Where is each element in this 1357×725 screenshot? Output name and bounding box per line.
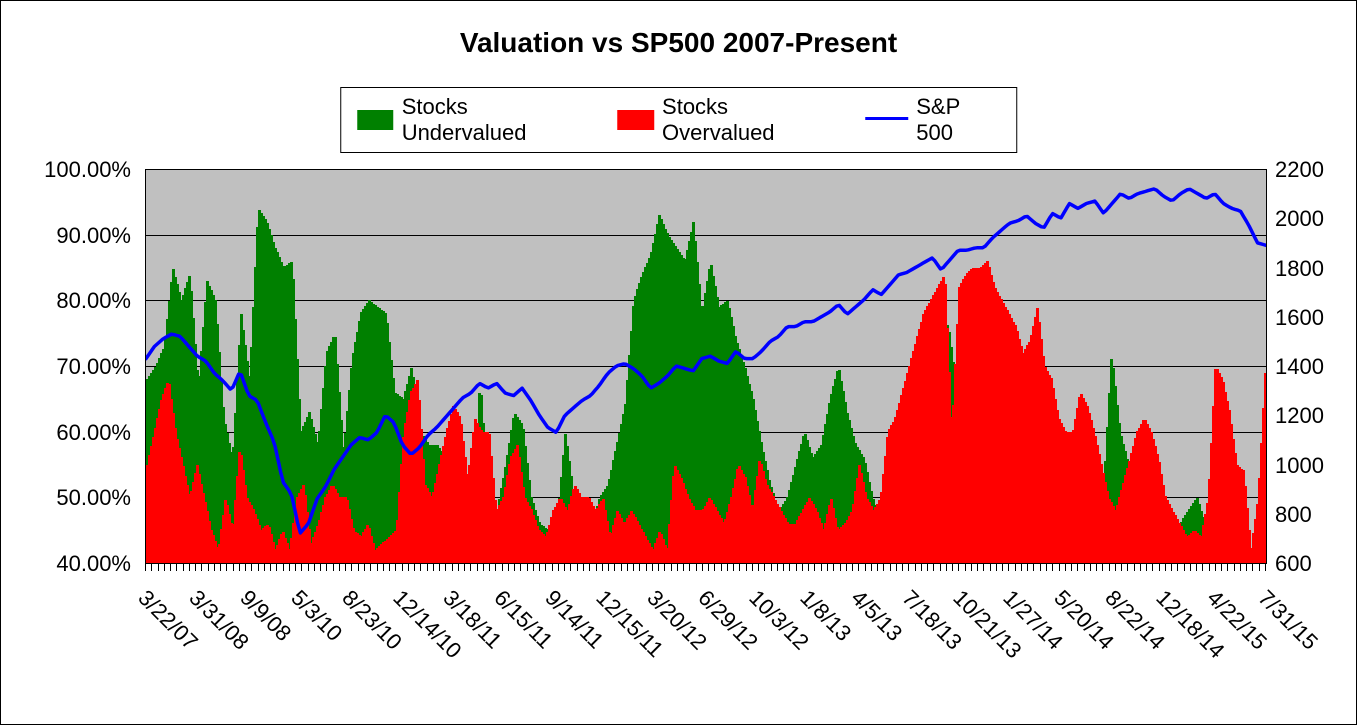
legend-label: Stocks Undervalued (402, 94, 593, 146)
y-axis-left-labels: 40.00%50.00%60.00%70.00%80.00%90.00%100.… (1, 169, 141, 569)
overvalued-swatch (617, 110, 654, 130)
legend-item-overvalued: Stocks Overvalued (617, 94, 841, 146)
chart-title: Valuation vs SP500 2007-Present (1, 27, 1356, 59)
legend-item-sp500: S&P 500 (866, 94, 1001, 146)
legend-item-undervalued: Stocks Undervalued (357, 94, 593, 146)
x-tick-marks (145, 563, 1265, 575)
legend-label: S&P 500 (916, 94, 1000, 146)
sp500-line-swatch (866, 117, 909, 120)
sp500-line (146, 169, 1266, 563)
chart-frame: Valuation vs SP500 2007-Present Stocks U… (0, 0, 1357, 725)
legend-label: Stocks Overvalued (662, 94, 841, 146)
plot-area (145, 169, 1267, 564)
x-axis-labels: 3/22/073/31/089/9/085/3/108/23/1012/14/1… (145, 585, 1265, 715)
undervalued-swatch (357, 110, 394, 130)
chart-legend: Stocks Undervalued Stocks Overvalued S&P… (340, 87, 1018, 153)
